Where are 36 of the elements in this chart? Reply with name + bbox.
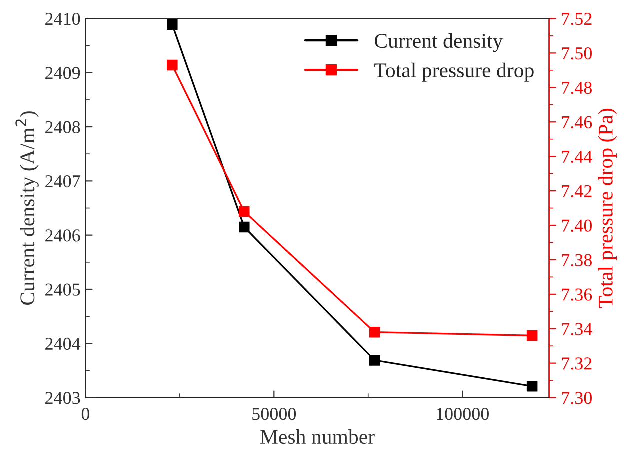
y2-tick-label: 7.36 (562, 288, 592, 301)
x-tick-label: 50000 (252, 408, 296, 420)
y2-tick-label: 7.34 (562, 323, 592, 336)
y2-tick-label: 7.42 (562, 185, 592, 198)
y-tick-label: 2409 (46, 67, 80, 80)
point (369, 326, 380, 338)
point (369, 355, 380, 366)
legend-label: Total pressure drop (374, 62, 534, 82)
x-tick-label: 100000 (437, 408, 489, 420)
x-tick-label: 0 (82, 408, 90, 420)
y2-tick-label: 7.52 (562, 13, 592, 26)
y-tick-label: 2405 (46, 284, 80, 296)
y2-tick-label: 7.48 (562, 82, 592, 94)
point (167, 60, 178, 71)
y2-tick-label: 7.32 (562, 358, 592, 370)
point (526, 330, 538, 342)
legend-label: Current density (375, 33, 504, 52)
y-tick-label: 2410 (46, 12, 80, 26)
point (239, 222, 250, 233)
x-axis-title: Mesh number (260, 429, 375, 444)
y2-tick-label: 7.40 (562, 220, 592, 232)
y-tick-label: 2407 (46, 175, 80, 188)
y2-tick-label: 7.44 (562, 150, 592, 164)
y2-tick-label: 7.30 (562, 392, 592, 404)
y2-tick-label: 7.50 (562, 47, 592, 60)
point (526, 381, 538, 392)
y2-tick-label: 7.38 (562, 254, 592, 266)
point (167, 19, 178, 30)
point (239, 206, 250, 218)
y-tick-label: 2406 (46, 230, 80, 242)
y-tick-label: 2408 (46, 121, 80, 134)
y-tick-label: 2404 (46, 338, 81, 350)
y-tick-label: 2403 (46, 392, 80, 404)
y2-tick-label: 7.46 (562, 116, 592, 129)
y2-axis-title: Total pressure drop (Pa) (598, 108, 618, 308)
y-axis-title: Current density (A/m$^{2}$) (16, 112, 39, 306)
